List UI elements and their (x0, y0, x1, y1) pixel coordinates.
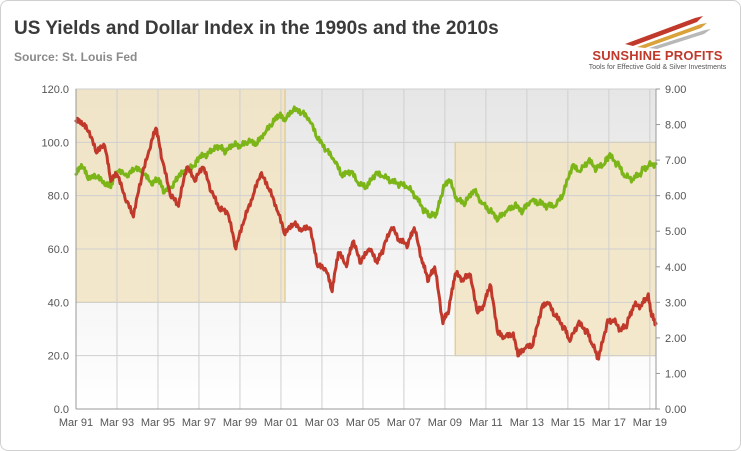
x-tick-label: Mar 17 (592, 417, 626, 429)
x-tick-label: Mar 97 (182, 417, 216, 429)
left-tick-label: 20.0 (48, 351, 69, 363)
right-tick-label: 5.00 (665, 226, 686, 238)
sunshine-profits-logo: SUNSHINE PROFITS Tools for Effective Gol… (585, 14, 730, 76)
series-lines (74, 105, 658, 361)
right-tick-label: 1.00 (665, 368, 686, 380)
left-tick-label: 80.0 (48, 191, 69, 203)
x-tick-label: Mar 05 (346, 417, 380, 429)
right-tick-label: 7.00 (665, 155, 686, 167)
left-tick-label: 40.0 (48, 297, 69, 309)
x-tick-label: Mar 09 (428, 417, 462, 429)
x-tick-label: Mar 07 (387, 417, 421, 429)
left-tick-label: 60.0 (48, 244, 69, 256)
left-tick-label: 100.0 (41, 137, 69, 149)
left-tick-label: 0.0 (54, 404, 69, 416)
x-tick-label: Mar 03 (305, 417, 339, 429)
x-tick-label: Mar 99 (223, 417, 257, 429)
right-tick-label: 3.00 (665, 297, 686, 309)
left-tick-label: 120.0 (41, 84, 69, 96)
x-tick-label: Mar 15 (551, 417, 585, 429)
x-tick-label: Mar 11 (469, 417, 502, 429)
x-tick-label: Mar 01 (264, 417, 298, 429)
x-tick-label: Mar 91 (59, 417, 93, 429)
axes: 0.0 20.0 40.0 60.0 80.0 100.0 120.0 0.00 1.00 2.0… (41, 84, 686, 429)
right-tick-label: 6.00 (665, 191, 686, 203)
x-tick-label: Mar 19 (633, 417, 667, 429)
series-line-yield_10y (74, 116, 658, 361)
chart-source: Source: St. Louis Fed (14, 50, 138, 64)
right-tick-label: 8.00 (665, 120, 686, 132)
logo-name: SUNSHINE PROFITS (592, 48, 723, 63)
chart-title: US Yields and Dollar Index in the 1990s … (14, 18, 499, 39)
x-tick-label: Mar 13 (510, 417, 544, 429)
right-tick-label: 4.00 (665, 262, 686, 274)
right-tick-label: 2.00 (665, 333, 686, 345)
logo-tagline: Tools for Effective Gold & Silver Invest… (588, 64, 727, 71)
x-tick-label: Mar 95 (141, 417, 175, 429)
right-tick-label: 9.00 (665, 84, 686, 96)
logo-swoosh-icon (625, 16, 711, 49)
right-tick-label: 0.00 (665, 404, 686, 416)
x-tick-label: Mar 93 (100, 417, 134, 429)
